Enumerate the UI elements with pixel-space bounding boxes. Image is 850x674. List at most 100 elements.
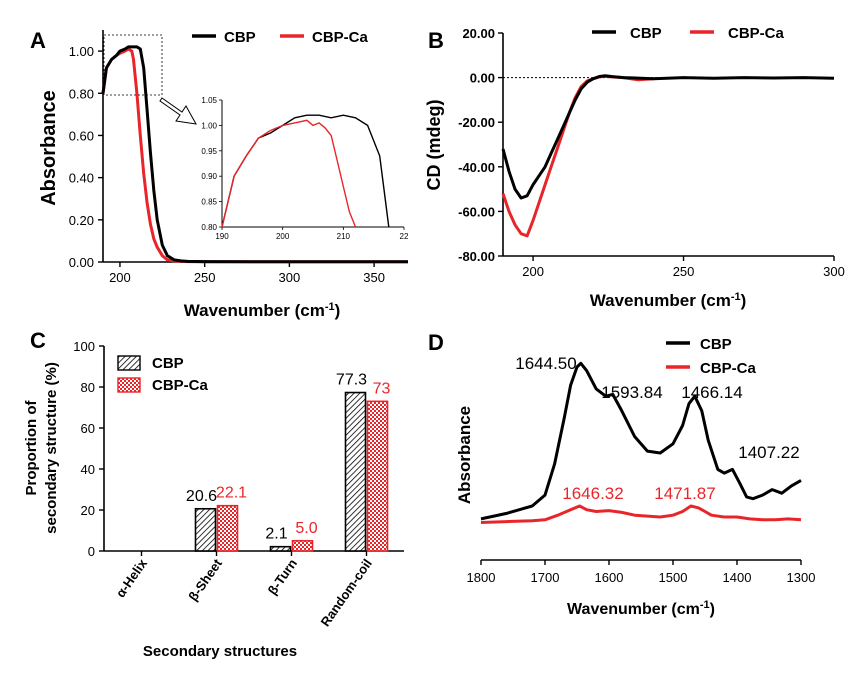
panel-c-legend-label-1: CBP-Ca: [152, 377, 208, 394]
panel-a-y-tick-label-3: 0.60: [69, 128, 94, 143]
panel-b-y-tick-label-4: -60.00: [458, 204, 495, 219]
panel-c-bar-1-2: [291, 539, 314, 552]
panel-d-peak-label-0: 1644.50: [515, 354, 576, 373]
panel-c-y-tick-label-5: 100: [73, 339, 95, 354]
panel-b-series-line-0: [501, 74, 835, 200]
panel-b-y-tick-label-3: -40.00: [458, 160, 495, 175]
panel-c-x-axis-label: Secondary structures: [143, 643, 297, 660]
panel-a-inset: 0.80 0.85 0.90 0.95 1.00 1.05 190 200 210 22: [201, 96, 409, 241]
panel-b-y-tick-label-5: -80.00: [458, 249, 495, 264]
panel-b-x-tick-label-0: 200: [522, 264, 544, 279]
panel-d-legend-label-1: CBP-Ca: [700, 360, 756, 377]
zoom-region-box: [103, 34, 163, 96]
panel-d-x-tick-label-4: 1400: [723, 570, 752, 585]
panel-letter-a: A: [30, 28, 46, 53]
panel-c-bar-1-3: [366, 400, 389, 552]
panel-b-x-tick-label-2: 300: [823, 264, 845, 279]
panel-c-chart: 0 20 40 60 80 100 α-Helix β-Sheet β-Turn Random-c…: [23, 339, 404, 660]
panel-c-y-tick-label-2: 40: [81, 462, 95, 477]
panel-a-y-axis-label: Absorbance: [38, 90, 60, 206]
panel-c-y-tick-label-3: 60: [81, 421, 95, 436]
inset-x-tick-label-0: 190: [215, 232, 229, 241]
inset-y-tick-label-5: 1.05: [201, 96, 217, 105]
panel-c-bar-0-1: [194, 507, 217, 552]
panel-b-series: [501, 74, 835, 238]
panel-c-bar-0-2: [269, 545, 292, 552]
panel-c-category-label-2: β-Turn: [265, 556, 300, 598]
panel-d-tick-labels: 1800 1700 1600 1500 1400 1300: [467, 570, 816, 585]
panel-a-x-tick-label-0: 200: [109, 270, 131, 285]
panel-d-x-tick-label-2: 1600: [595, 570, 624, 585]
panel-b-legend: CBP CBP-Ca: [592, 25, 784, 42]
panel-c-data-label-0-2: 2.1: [265, 526, 287, 543]
panel-a-legend-label-0: CBP: [224, 29, 256, 46]
panel-a-y-tick-label-1: 0.20: [69, 213, 94, 228]
panel-d-series: [480, 361, 802, 524]
panel-b-legend-label-1: CBP-Ca: [728, 25, 784, 42]
panel-a-series-line-0: [101, 45, 408, 264]
panel-d-peak-label-2: 1466.14: [681, 383, 742, 402]
panel-b-y-tick-label-0: 20.00: [462, 26, 495, 41]
panel-d-y-axis-label: Absorbance: [455, 406, 474, 504]
panel-b-y-tick-label-1: 0.00: [470, 71, 495, 86]
panel-d-peak-label-1: 1593.84: [601, 383, 662, 402]
panel-b-axes: [498, 32, 835, 261]
panel-c-bar-0-3: [344, 391, 367, 552]
panel-d-peak-label-3: 1407.22: [738, 443, 799, 462]
panel-d-peak-label-4: 1646.32: [562, 484, 623, 503]
panel-d-series-line-1: [480, 504, 802, 524]
panel-letter-c: C: [30, 328, 46, 353]
panel-c-category-label-0: α-Helix: [113, 555, 151, 600]
panel-c-legend-swatch-1: [117, 377, 141, 393]
panel-a-legend: CBP CBP-Ca: [192, 29, 368, 46]
panel-d-x-tick-label-0: 1800: [467, 570, 496, 585]
panel-d-peak-labels: 1644.50 1593.84 1466.14 1407.22 1646.32 1471.…: [515, 354, 799, 503]
panel-d-legend-label-0: CBP: [700, 336, 732, 353]
inset-y-tick-label-1: 0.85: [201, 198, 217, 207]
panel-d-x-tick-label-3: 1500: [659, 570, 688, 585]
panel-d-x-axis-label: Wavenumber (cm-1): [567, 599, 715, 618]
panel-b-x-axis-label: Wavenumber (cm-1): [590, 291, 747, 310]
panel-a-series: [101, 45, 408, 264]
panel-c-bars: 20.622.1 2.1 5.0 77.3 73: [186, 372, 391, 552]
panel-b-legend-label-0: CBP: [630, 25, 662, 42]
inset-background: [222, 100, 404, 227]
panel-d-legend: CBP CBP-Ca: [666, 336, 756, 377]
inset-series-line-1: [221, 119, 357, 228]
panel-a-y-tick-label-0: 0.00: [69, 255, 94, 270]
panel-letter-d: D: [428, 330, 444, 355]
panel-c-category-label-3: Random-coil: [318, 556, 375, 629]
panel-c-legend-swatch-0: [117, 355, 141, 371]
panel-c-y-tick-label-1: 20: [81, 503, 95, 518]
panel-c-category-label-1: β-Sheet: [185, 556, 225, 604]
panel-c-legend: CBP CBP-Ca: [117, 355, 208, 394]
panel-b-y-tick-label-2: -20.00: [458, 115, 495, 130]
inset-y-tick-label-0: 0.80: [201, 223, 217, 232]
panel-c-y-axis-label-line-2: secondary structure (%): [43, 362, 60, 534]
panel-c-y-tick-label-4: 80: [81, 380, 95, 395]
panel-a-y-tick-label-4: 0.80: [69, 86, 94, 101]
inset-y-tick-label-3: 0.95: [201, 147, 217, 156]
panel-c-data-label-0-3: 77.3: [336, 372, 367, 389]
panel-letter-b: B: [428, 28, 444, 53]
panel-c-legend-label-0: CBP: [152, 355, 184, 372]
inset-y-tick-label-4: 1.00: [201, 121, 217, 130]
panel-c-data-label-1-1: 22.1: [216, 485, 247, 502]
panel-c-bar-1-1: [216, 504, 239, 552]
panel-d-axes: [480, 559, 802, 565]
inset-x-tick-label-1: 200: [276, 232, 290, 241]
panel-b-chart: 20.00 0.00 -20.00 -40.00 -60.00 -80.00 200 250 3…: [424, 25, 845, 310]
panel-d-x-tick-label-1: 1700: [531, 570, 560, 585]
panel-d-series-line-0: [480, 361, 802, 521]
panel-c-y-axis-label-line-1: Proportion of: [23, 400, 40, 496]
panel-c-data-label-1-2: 5.0: [295, 520, 317, 537]
panel-c-data-label-0-1: 20.6: [186, 488, 217, 505]
panel-b-tick-labels: 20.00 0.00 -20.00 -40.00 -60.00 -80.00 200 250 3…: [458, 26, 845, 279]
zoom-arrow-icon: [159, 97, 197, 125]
inset-x-tick-label-3: 22: [400, 232, 409, 241]
panel-a-legend-label-1: CBP-Ca: [312, 29, 368, 46]
panel-b-y-axis-label: CD (mdeg): [424, 100, 444, 191]
panel-c-y-tick-label-0: 0: [88, 544, 95, 559]
